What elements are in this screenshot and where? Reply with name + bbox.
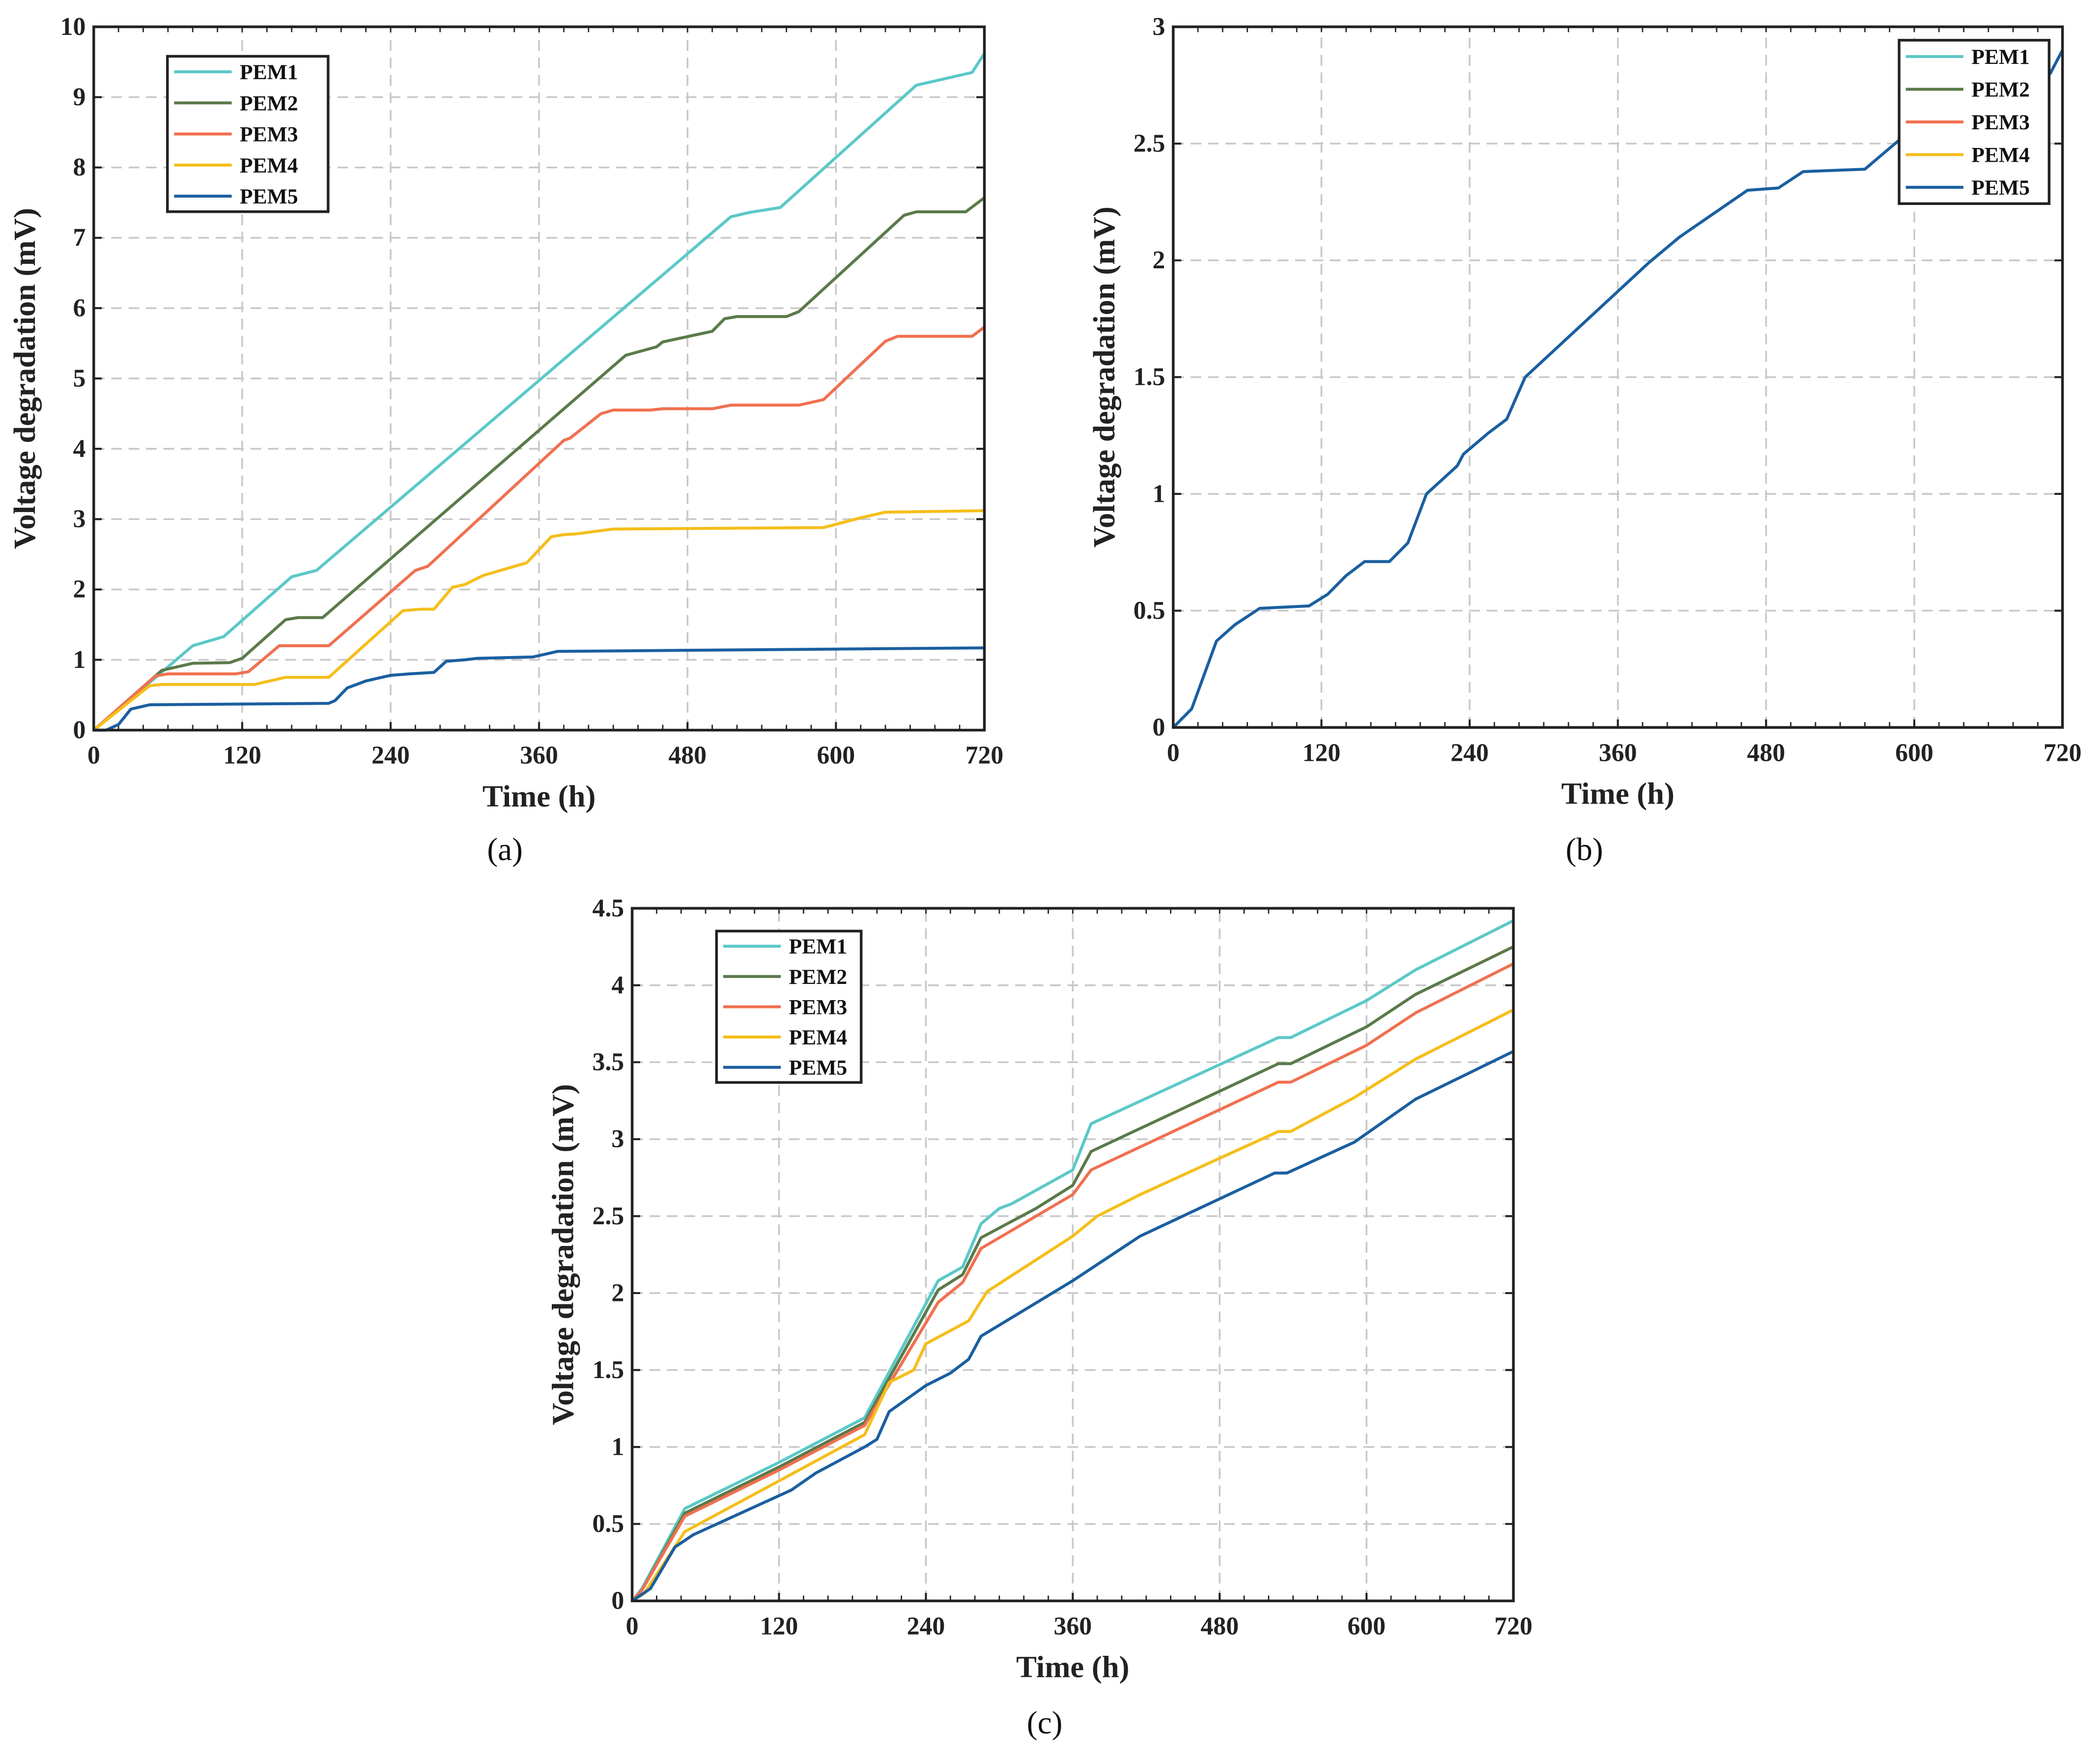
y-tick-label: 0 bbox=[73, 716, 86, 744]
plot-frame bbox=[1172, 25, 2064, 729]
plot-frame bbox=[630, 907, 1515, 1603]
legend-label: PEM1 bbox=[1971, 45, 2030, 69]
y-tick-label: 0 bbox=[611, 1587, 624, 1615]
series-line-pem4 bbox=[92, 509, 985, 731]
y-tick-label: 6 bbox=[73, 294, 86, 322]
y-tick-label: 0 bbox=[1153, 713, 1165, 741]
x-tick-label: 480 bbox=[1200, 1612, 1239, 1640]
y-tick-label: 1 bbox=[1153, 480, 1165, 508]
series-line-pem1 bbox=[92, 53, 986, 731]
y-tick-label: 10 bbox=[60, 13, 86, 41]
legend-label: PEM5 bbox=[240, 185, 298, 208]
y-tick-label: 3 bbox=[73, 505, 86, 533]
x-tick-label: 0 bbox=[626, 1612, 639, 1640]
y-tick-label: 0.5 bbox=[592, 1510, 624, 1538]
x-tick-label: 360 bbox=[1054, 1612, 1092, 1640]
x-tick-label: 600 bbox=[817, 742, 855, 770]
y-tick-label: 9 bbox=[73, 83, 86, 111]
y-tick-label: 7 bbox=[73, 224, 86, 252]
y-tick-label: 4 bbox=[611, 971, 624, 999]
y-axis-label: Voltage degradation (mV) bbox=[1087, 206, 1121, 548]
legend-label: PEM2 bbox=[240, 91, 298, 115]
y-tick-label: 1 bbox=[73, 646, 86, 674]
y-tick-label: 3 bbox=[1153, 13, 1165, 41]
y-tick-label: 2 bbox=[73, 576, 86, 604]
panel-label: (c) bbox=[1027, 1705, 1063, 1741]
y-tick-label: 2 bbox=[1153, 246, 1165, 274]
y-tick-label: 5 bbox=[73, 364, 86, 392]
y-tick-label: 2.5 bbox=[592, 1202, 624, 1230]
plot-frame bbox=[92, 25, 986, 732]
series-line-pem2 bbox=[631, 945, 1514, 1602]
series-line-pem5 bbox=[1172, 49, 2064, 729]
x-tick-label: 240 bbox=[907, 1612, 945, 1640]
legend-label: PEM1 bbox=[240, 60, 298, 84]
legend-label: PEM5 bbox=[1971, 176, 2030, 200]
y-tick-label: 3 bbox=[611, 1125, 624, 1153]
y-axis-label: Voltage degradation (mV) bbox=[7, 208, 42, 549]
series-line-pem5 bbox=[93, 646, 985, 732]
legend: PEM1 PEM2 PEM3 PEM4 PEM5 bbox=[715, 929, 863, 1084]
x-tick-label: 720 bbox=[965, 742, 1004, 770]
x-tick-label: 480 bbox=[668, 742, 707, 770]
series-line-pem3 bbox=[92, 326, 986, 731]
y-axis-label: Voltage degradation (mV) bbox=[546, 1084, 580, 1425]
chart-b: 0 120 240 360 480 600 720 0 0.5 1 1.5 2 2.5 3 PEM1 PEM2… bbox=[1087, 13, 2082, 867]
x-tick-label: 120 bbox=[223, 742, 261, 770]
series-line-pem4 bbox=[631, 1009, 1514, 1602]
x-tick-label: 120 bbox=[1303, 739, 1341, 767]
x-axis-label: Time (h) bbox=[1561, 776, 1674, 810]
x-tick-label: 240 bbox=[371, 742, 410, 770]
panel-label: (b) bbox=[1565, 832, 1603, 867]
y-tick-label: 1.5 bbox=[1134, 363, 1165, 391]
legend-label: PEM3 bbox=[1971, 111, 2030, 134]
x-tick-label: 0 bbox=[87, 742, 100, 770]
x-tick-label: 240 bbox=[1450, 739, 1489, 767]
chart-a: 0 120 240 360 480 600 720012345678910PEM1PEM2P… bbox=[7, 13, 1003, 867]
legend-label: PEM4 bbox=[1971, 144, 2030, 167]
y-tick-label: 3.5 bbox=[592, 1048, 624, 1076]
y-tick-label: 4 bbox=[73, 435, 86, 463]
x-axis-label: Time (h) bbox=[1016, 1650, 1129, 1684]
x-tick-label: 0 bbox=[1167, 739, 1180, 767]
y-tick-label: 4.5 bbox=[592, 894, 624, 922]
y-tick-label: 1 bbox=[611, 1433, 624, 1461]
series-line-pem5 bbox=[631, 1050, 1514, 1602]
series-line-pem3 bbox=[631, 962, 1514, 1602]
series-line-pem1 bbox=[631, 919, 1514, 1602]
legend-label: PEM3 bbox=[240, 123, 298, 146]
y-tick-label: 1.5 bbox=[592, 1356, 624, 1384]
legend-label: PEM4 bbox=[240, 154, 298, 177]
legend-label: PEM5 bbox=[789, 1056, 847, 1080]
x-tick-label: 720 bbox=[2043, 739, 2082, 767]
y-tick-label: 2.5 bbox=[1134, 130, 1165, 158]
legend-label: PEM3 bbox=[789, 995, 847, 1019]
x-tick-label: 360 bbox=[1599, 739, 1637, 767]
legend-label: PEM2 bbox=[1971, 78, 2030, 102]
chart-c: 0 120 240 360 480 600 720 0 0.5 1 1.5 2 2.5 3 3.5 4 4.5 P… bbox=[546, 894, 1532, 1741]
legend: PEM1 PEM2 PEM3 PEM4 PEM5 bbox=[166, 55, 330, 213]
x-tick-label: 360 bbox=[520, 742, 558, 770]
x-axis-label: Time (h) bbox=[482, 779, 596, 813]
legend-label: PEM1 bbox=[789, 935, 847, 958]
y-tick-label: 0.5 bbox=[1134, 597, 1165, 625]
legend-label: PEM4 bbox=[789, 1026, 847, 1049]
x-tick-label: 720 bbox=[1494, 1612, 1532, 1640]
x-tick-label: 120 bbox=[760, 1612, 798, 1640]
panel-label: (a) bbox=[487, 832, 523, 867]
x-tick-label: 480 bbox=[1747, 739, 1786, 767]
x-tick-label: 600 bbox=[1895, 739, 1933, 767]
legend-label: PEM2 bbox=[789, 965, 847, 989]
series-line-pem2 bbox=[92, 196, 986, 731]
legend: PEM1 PEM2 PEM3 PEM4 PEM5 bbox=[1898, 39, 2051, 205]
y-tick-label: 2 bbox=[611, 1279, 624, 1307]
y-tick-label: 8 bbox=[73, 153, 86, 181]
x-tick-label: 600 bbox=[1347, 1612, 1386, 1640]
